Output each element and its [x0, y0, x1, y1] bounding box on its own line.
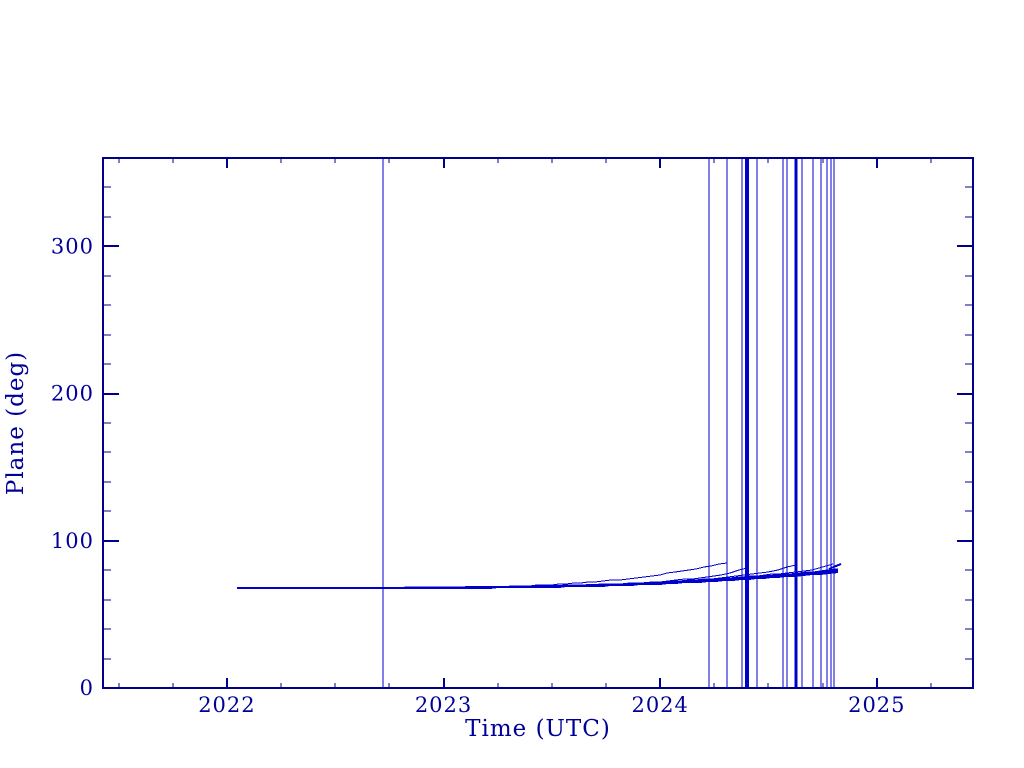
x-axis-title: Time (UTC)	[465, 716, 611, 742]
event-vertical-lines	[382, 159, 835, 687]
tick-label: 0	[80, 676, 94, 700]
trajectory-member-c	[660, 564, 797, 583]
tick-label: 2023	[415, 693, 472, 717]
tick-label: 2024	[631, 693, 688, 717]
tick-label: 300	[51, 234, 94, 258]
trajectory-member-steep	[509, 562, 728, 587]
y-tick-labels: 0 100 200 300	[51, 234, 94, 700]
trajectory-member-d	[692, 563, 834, 582]
y-axis-title: Plane (deg)	[3, 350, 29, 496]
trajectory-bundle-end-hook	[828, 563, 842, 570]
trajectory-member-b	[627, 567, 748, 585]
x-tick-labels: 2022 2023 2024 2025	[198, 693, 905, 717]
trajectory-curves	[237, 562, 842, 589]
plot-frame	[102, 157, 974, 689]
tick-label: 200	[51, 382, 94, 406]
tick-label: 2025	[848, 693, 905, 717]
x-ticks	[118, 158, 932, 688]
tick-label: 100	[51, 529, 94, 553]
y-ticks	[103, 186, 973, 660]
tick-label: 2022	[198, 693, 255, 717]
